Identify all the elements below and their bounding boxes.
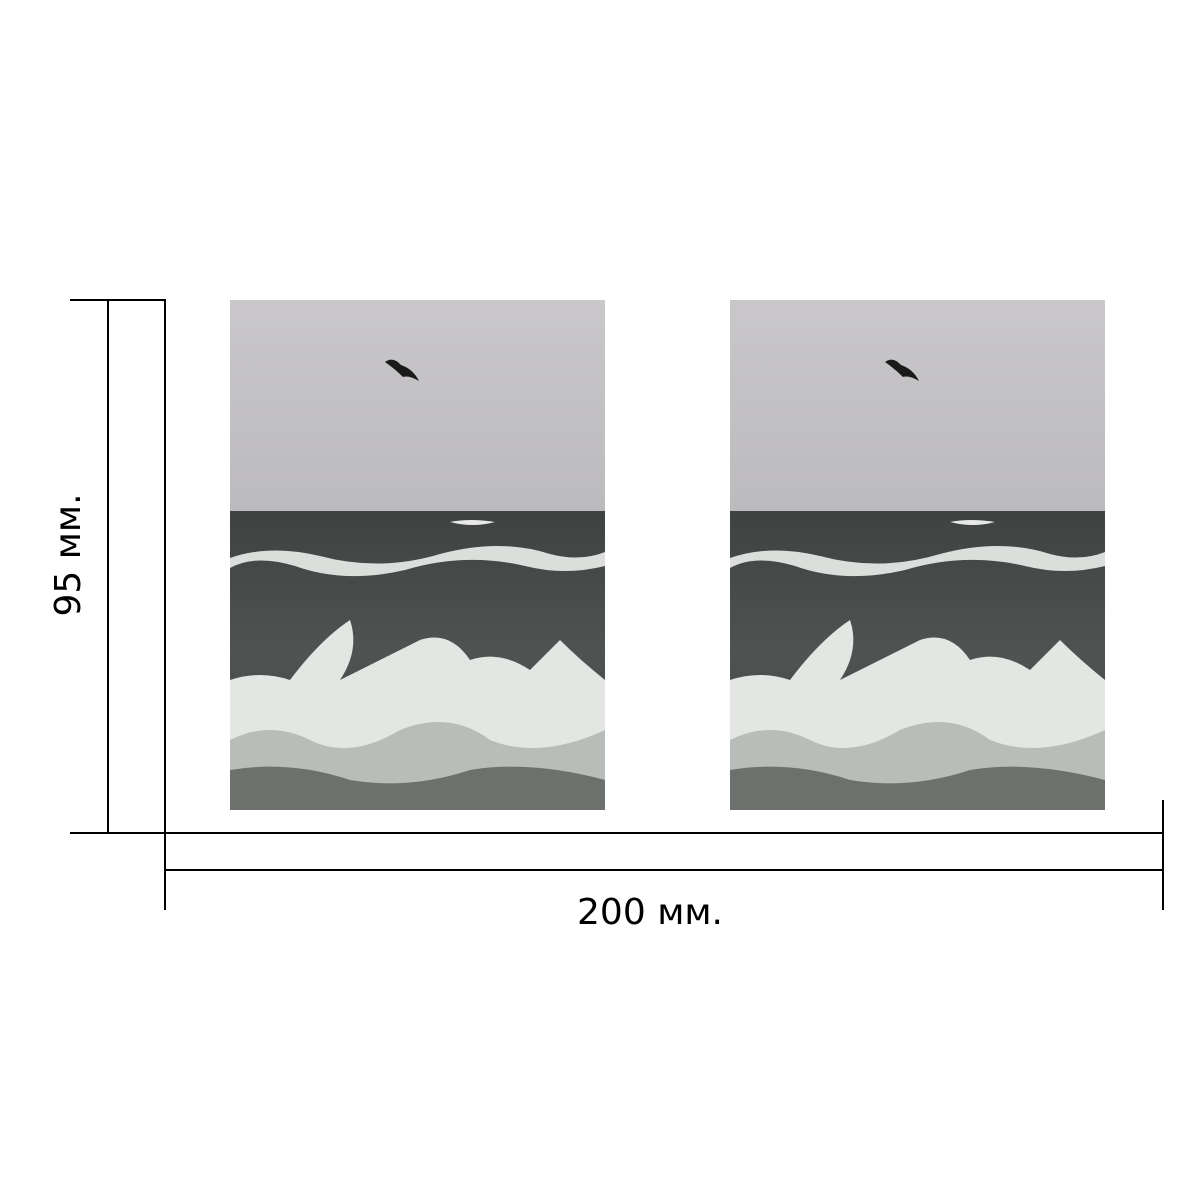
- height-dimension: 95 мм.: [48, 299, 166, 834]
- height-label: 95 мм.: [48, 493, 89, 616]
- photo-left: [230, 300, 605, 810]
- width-label: 200 мм.: [577, 892, 723, 933]
- width-dimension: 200 мм.: [164, 800, 1164, 933]
- photo-right: [730, 300, 1105, 810]
